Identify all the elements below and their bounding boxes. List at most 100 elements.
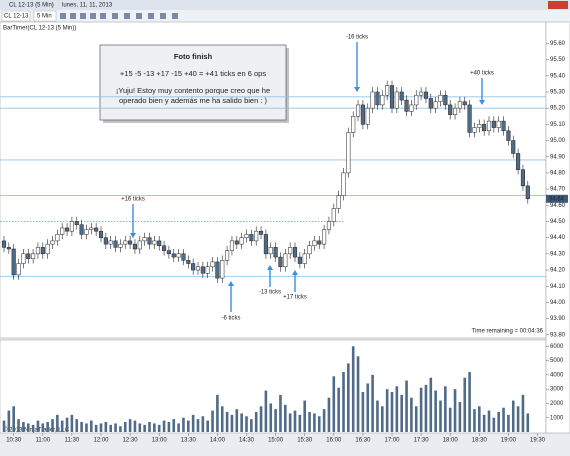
- volume-bar: [327, 397, 331, 432]
- x-tick-label: 17:30: [414, 438, 430, 444]
- y-tick-label: 93.80: [550, 332, 566, 338]
- volume-bar: [60, 420, 64, 432]
- y-tick-label: 94.70: [550, 187, 566, 193]
- candle-body: [360, 104, 365, 125]
- candle-body: [234, 240, 239, 245]
- volume-bar: [308, 412, 311, 432]
- candle-body: [423, 91, 428, 99]
- x-tick-label: 12:30: [123, 438, 139, 444]
- volume-bar: [148, 422, 151, 432]
- volume-bar: [395, 386, 399, 432]
- annotation-label: -6 ticks: [221, 316, 240, 322]
- candle-body: [11, 248, 16, 276]
- volume-bar: [453, 389, 457, 432]
- interval-selector[interactable]: [33, 10, 57, 22]
- tool-icon[interactable]: [60, 13, 66, 19]
- volume-bar: [119, 426, 122, 432]
- volume-bar: [172, 419, 176, 432]
- y2-tick-label: 3000: [550, 387, 564, 393]
- candle-body: [40, 247, 45, 255]
- note-box: Foto finish +15 -5 -13 +17 -15 +40 = +41…: [99, 44, 289, 123]
- candle-body: [79, 224, 84, 235]
- candle-body: [123, 240, 128, 245]
- candle-body: [35, 247, 41, 255]
- candle-body: [259, 230, 264, 235]
- tool-icon[interactable]: [160, 13, 166, 19]
- x-tick-label: 18:00: [443, 438, 459, 444]
- indicator-label: BarTimer(CL 12-13 (5 Min)): [3, 26, 76, 32]
- volume-bar: [497, 412, 500, 432]
- candle-body: [375, 91, 380, 106]
- tool-icon[interactable]: [70, 13, 76, 19]
- candle-body: [496, 120, 501, 128]
- y2-tick-label: 1000: [550, 415, 564, 421]
- candle-body: [60, 227, 65, 235]
- volume-bar: [191, 414, 195, 432]
- tool-icon[interactable]: [148, 13, 154, 19]
- candle-body: [94, 227, 99, 232]
- x-tick-label: 14:00: [210, 438, 226, 444]
- annotation-arrowhead: [292, 270, 298, 275]
- volume-bar: [225, 412, 229, 432]
- volume-bar: [196, 419, 200, 432]
- volume-bar: [322, 409, 326, 432]
- annotation-label: +16 ticks: [121, 197, 145, 203]
- volume-bar: [439, 400, 442, 432]
- tool-icon[interactable]: [124, 13, 130, 19]
- volume-bar: [65, 417, 69, 432]
- candle-body: [278, 256, 283, 268]
- candle-body: [1, 240, 7, 248]
- volume-bar: [478, 406, 481, 432]
- instrument-selector[interactable]: [1, 10, 31, 22]
- volume-bar: [157, 424, 161, 432]
- candle-body: [157, 240, 162, 246]
- volume-bar: [468, 372, 471, 432]
- x-tick-label: 16:00: [326, 438, 342, 444]
- candle-body: [399, 91, 404, 101]
- candle-body: [191, 263, 196, 271]
- volume-bar: [259, 406, 263, 432]
- candle-body: [491, 120, 496, 128]
- close-button[interactable]: [548, 1, 568, 9]
- y-tick-label: 94.20: [550, 268, 566, 274]
- volume-bar: [70, 414, 74, 432]
- candle-body: [486, 120, 492, 132]
- tool-icon[interactable]: [80, 13, 86, 19]
- volume-bar: [245, 416, 248, 432]
- tool-icon[interactable]: [112, 13, 118, 19]
- volume-bar: [342, 372, 345, 432]
- toolbar-icons: [60, 13, 178, 19]
- candle-body: [45, 243, 50, 255]
- candle-body: [152, 240, 157, 245]
- volume-bar: [487, 410, 491, 432]
- candle-body: [181, 253, 186, 261]
- y2-tick-label: 5000: [550, 358, 564, 364]
- tool-icon[interactable]: [90, 13, 96, 19]
- tool-icon[interactable]: [172, 13, 178, 19]
- title-bar: [0, 0, 570, 10]
- volume-bar: [511, 400, 515, 432]
- instrument[interactable]: CL 12-13: [4, 14, 29, 20]
- candle-body: [419, 91, 424, 96]
- tool-icon[interactable]: [136, 13, 142, 19]
- volume-bar: [26, 423, 30, 432]
- interval[interactable]: 5 Min: [37, 14, 52, 20]
- y-tick-label: 94.30: [550, 251, 566, 257]
- y-tick-label: 95.10: [550, 122, 566, 128]
- bar-timer: Time remaining = 00:04:36: [472, 329, 544, 335]
- candle-body: [108, 240, 113, 245]
- x-tick-label: 12:00: [93, 438, 109, 444]
- x-tick-label: 11:30: [65, 438, 80, 444]
- volume-bar: [303, 400, 306, 432]
- candle-body: [210, 261, 215, 268]
- candle-body: [525, 185, 530, 200]
- copyright: © 2013 NinjaTrader, LLC: [3, 427, 70, 434]
- volume-bar: [298, 414, 302, 432]
- candle-body: [103, 237, 108, 245]
- tool-icon[interactable]: [100, 13, 106, 19]
- volume-bar: [279, 394, 282, 432]
- volume-bar: [526, 413, 530, 432]
- volume-bar: [429, 377, 433, 432]
- candle-body: [225, 250, 230, 261]
